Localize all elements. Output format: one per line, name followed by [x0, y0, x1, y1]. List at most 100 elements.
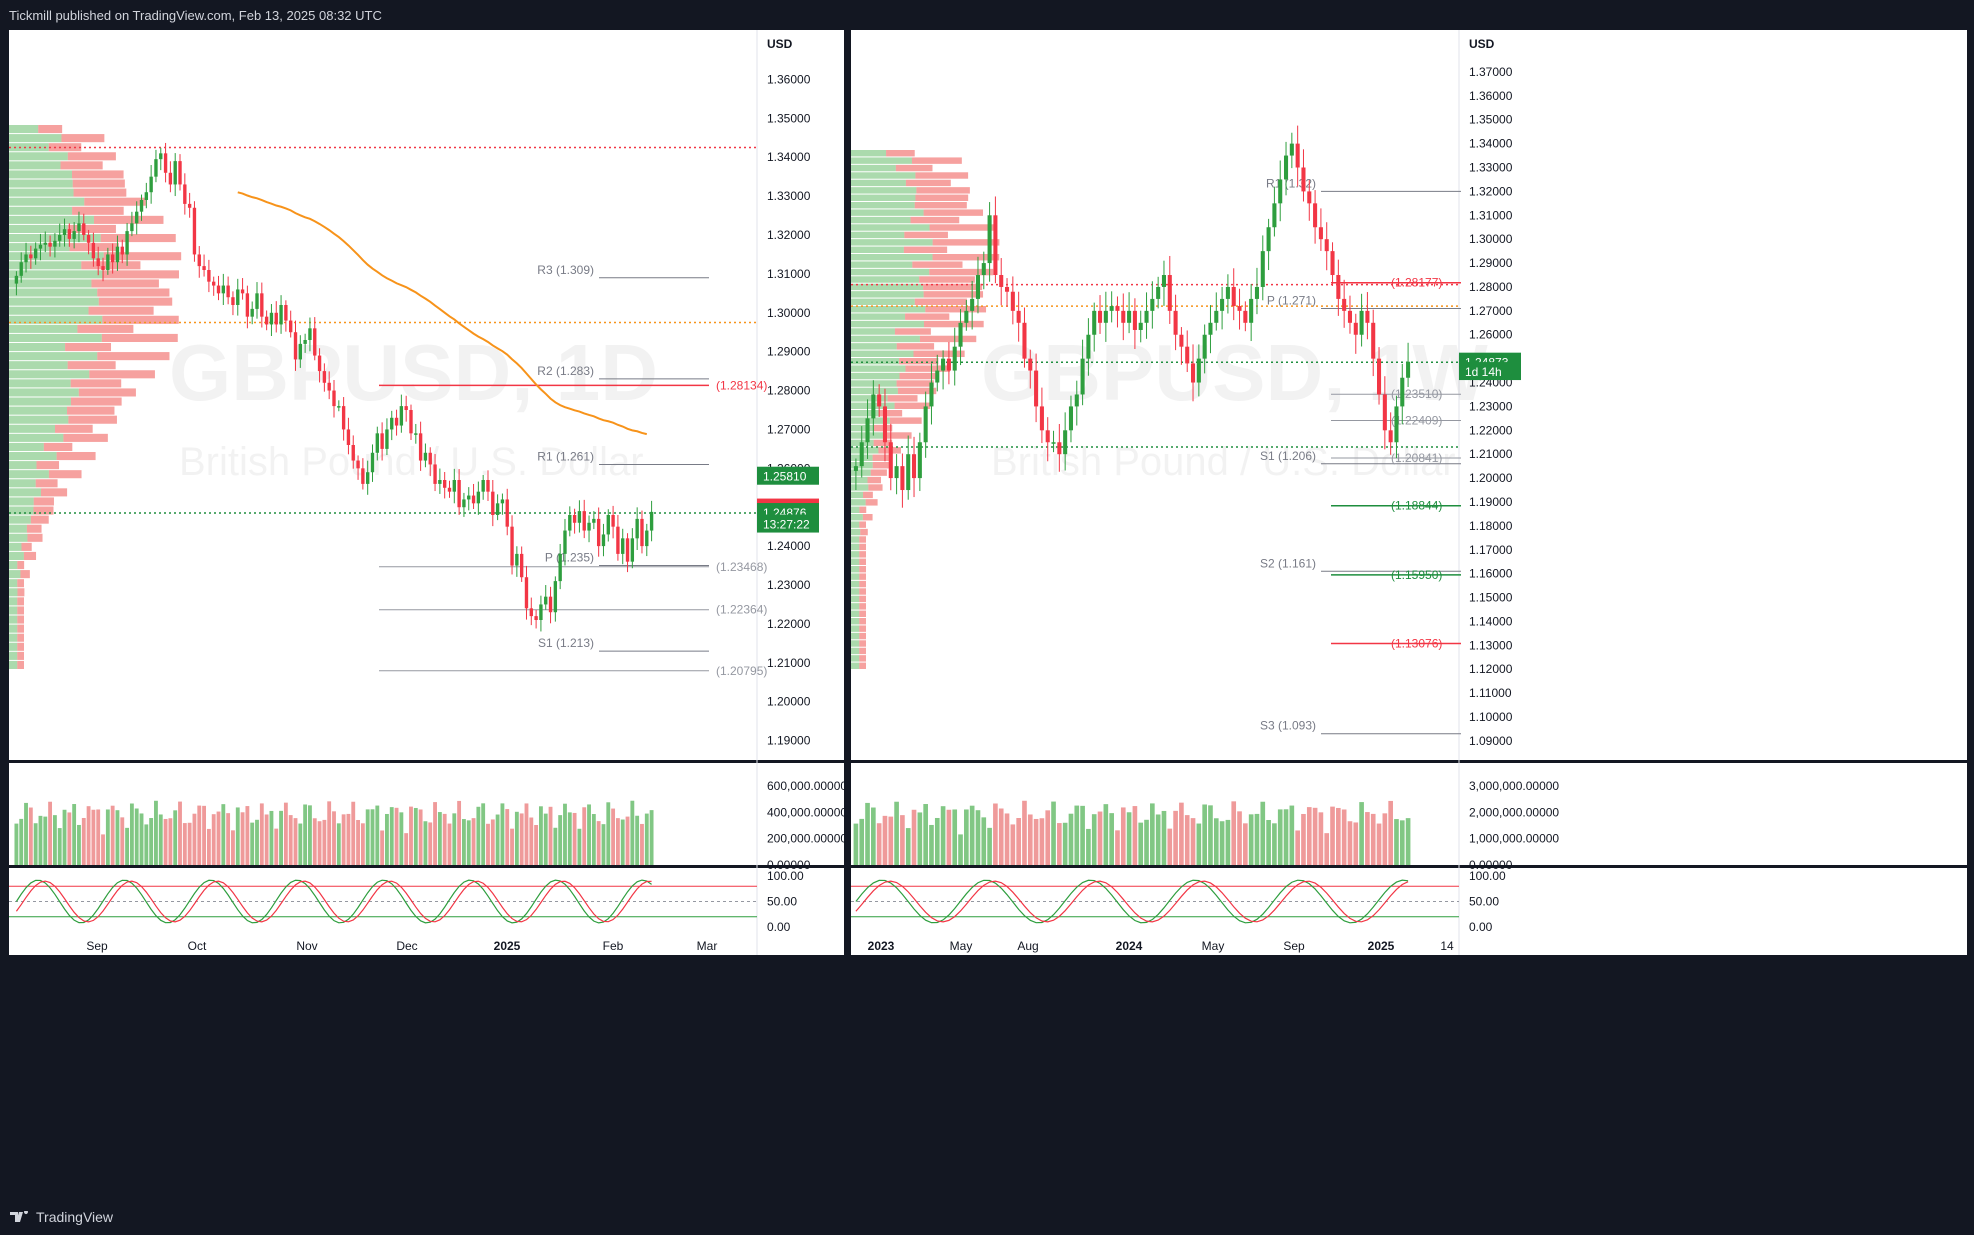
volume-bar	[649, 810, 654, 865]
vp-bar-buy	[9, 642, 18, 651]
candle-body	[404, 406, 408, 410]
volume-bar	[1272, 823, 1277, 865]
vp-bar-sell	[867, 476, 882, 484]
volume-bar	[24, 802, 28, 865]
candle-body	[457, 480, 461, 508]
volume-bar	[216, 811, 221, 865]
candle-body	[539, 604, 543, 620]
vp-bar-sell	[70, 397, 122, 406]
vp-bar-buy	[9, 134, 62, 143]
x-tick-label: 2025	[494, 939, 521, 953]
vp-bar-sell	[67, 152, 116, 161]
vp-bar-buy	[9, 660, 18, 669]
candle-body	[1220, 298, 1225, 311]
vp-bar-sell	[73, 188, 127, 197]
candle-body	[125, 231, 129, 255]
candle-body	[1347, 310, 1353, 323]
osc-tick-label: 0.00	[767, 920, 791, 934]
volume-bar	[644, 813, 649, 865]
pivot-label: P (1.271)	[1267, 293, 1316, 307]
vp-bar-buy	[851, 551, 860, 558]
volume-bar	[940, 806, 946, 865]
candle-body	[993, 215, 998, 276]
volume-bar	[380, 830, 385, 865]
candle-body	[322, 371, 327, 383]
y-tick-label: 1.24000	[767, 539, 811, 553]
volume-bar	[853, 823, 859, 865]
candle-body	[452, 480, 456, 492]
volume-bar	[346, 813, 351, 865]
vp-bar-buy	[9, 579, 18, 588]
vp-bar-sell	[101, 333, 178, 342]
pivot-label: P (1.235)	[545, 551, 594, 565]
vp-bar-sell	[863, 491, 873, 499]
vp-bar-buy	[9, 597, 18, 606]
footer-bar: TradingView	[0, 1199, 1974, 1235]
vp-bar-sell	[17, 615, 24, 624]
vp-bar-buy	[851, 298, 915, 305]
osc-tick-label: 100.00	[1469, 869, 1506, 883]
vp-bar-sell	[91, 279, 159, 288]
volume-bar	[1150, 803, 1155, 865]
candle-body	[515, 553, 519, 566]
candle-body	[135, 211, 139, 224]
vp-bar-buy	[9, 551, 24, 560]
candle-body	[1342, 298, 1347, 311]
vp-bar-buy	[9, 215, 94, 224]
vp-bar-buy	[851, 246, 904, 253]
volume-bar	[293, 818, 298, 865]
volume-bar	[1225, 819, 1231, 865]
candle-body	[1115, 306, 1120, 311]
volume-bar	[274, 828, 279, 865]
vp-bar-buy	[9, 533, 28, 542]
candle-body	[544, 596, 548, 605]
candle-body	[606, 515, 610, 535]
y-tick-label: 1.36000	[1469, 89, 1513, 103]
volume-bar	[1184, 815, 1190, 865]
volume-bar	[394, 807, 399, 865]
chart-gbpusd-1d[interactable]: GBPUSD, 1D British Pound / U.S. Dollar USD…	[9, 30, 844, 1198]
candle-body	[495, 503, 500, 515]
vp-bar-sell	[23, 551, 37, 560]
vp-bar-buy	[9, 470, 49, 479]
candle-body	[621, 538, 625, 554]
tradingview-logo[interactable]: TradingView	[10, 1209, 113, 1225]
volume-bar	[865, 802, 870, 865]
vp-bar-sell	[100, 234, 176, 243]
volume-bar	[168, 818, 173, 865]
volume-bar	[534, 825, 539, 865]
volume-bar	[317, 821, 322, 865]
vp-bar-buy	[851, 469, 871, 476]
vp-bar-sell	[65, 343, 112, 352]
volume-bar	[596, 821, 601, 865]
volume-bar	[235, 807, 240, 865]
vp-bar-sell	[910, 216, 960, 224]
vp-bar-buy	[9, 570, 21, 579]
chart-gbpusd-1w[interactable]: GBPUSD, 1W British Pound / U.S. Dollar USD…	[851, 30, 1967, 1198]
vp-bar-sell	[923, 283, 983, 291]
vp-bar-sell	[886, 150, 915, 157]
candle-body	[1278, 179, 1283, 204]
vp-bar-sell	[905, 179, 951, 187]
candle-body	[231, 297, 235, 305]
y-tick-label: 1.20000	[1469, 471, 1513, 485]
candle-body	[1161, 275, 1167, 287]
volume-bar	[462, 819, 466, 865]
volume-bar	[495, 814, 500, 865]
candle-body	[221, 285, 226, 294]
volume-bar	[582, 807, 587, 865]
candle-body	[587, 522, 591, 531]
vp-bar-buy	[9, 343, 66, 352]
candle-body	[625, 538, 630, 562]
y-tick-label: 1.34000	[767, 150, 811, 164]
candle-body	[1283, 155, 1289, 180]
vp-bar-buy	[9, 261, 82, 270]
vp-bar-sell	[17, 606, 24, 615]
vp-bar-buy	[851, 306, 926, 313]
vp-bar-buy	[851, 491, 864, 499]
vp-bar-buy	[9, 515, 31, 524]
candle-body	[245, 293, 250, 317]
volume-bar	[486, 823, 490, 865]
volume-bar	[538, 806, 543, 865]
candle-body	[82, 223, 86, 235]
